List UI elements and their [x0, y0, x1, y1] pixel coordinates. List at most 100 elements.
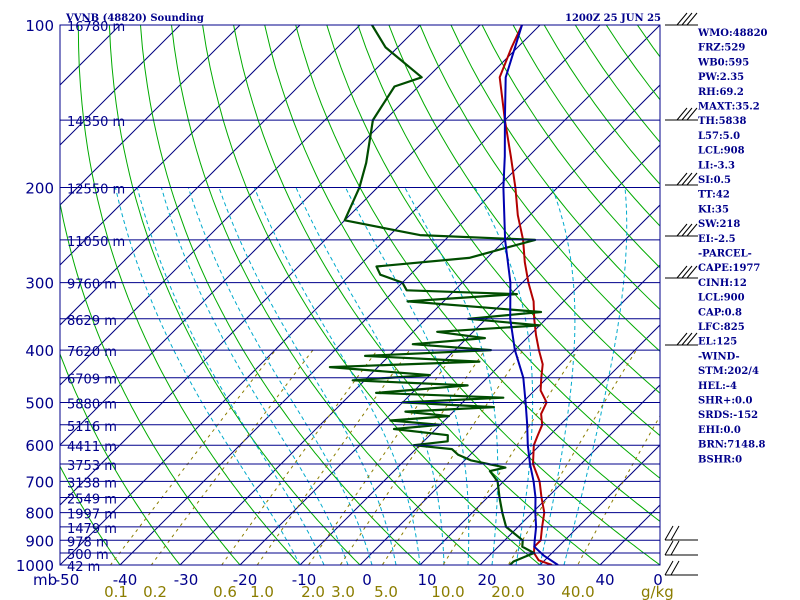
moist-adiabat-line — [253, 187, 421, 565]
index-value: LI:-3.3 — [698, 160, 735, 171]
mixing-ratio-tick-label: 10.0 — [431, 583, 464, 600]
wind-barb — [665, 107, 698, 121]
index-value: EL:125 — [698, 337, 737, 348]
isotherm-line — [60, 25, 361, 326]
index-value: BSHR:0 — [698, 454, 742, 465]
dry-adiabat-line — [419, 25, 660, 352]
height-label: 7620 m — [67, 345, 117, 360]
height-label: 5116 m — [67, 420, 117, 435]
wind-barbs — [664, 12, 698, 576]
isotherm-line — [60, 25, 421, 386]
height-label: 3753 m — [67, 459, 117, 474]
mixing-ratio-line — [442, 349, 579, 565]
temperature-tick-label: -40 — [113, 571, 138, 589]
dry-adiabat-line — [60, 352, 181, 565]
index-value: CINH:12 — [698, 278, 747, 289]
index-value: -WIND- — [698, 351, 740, 362]
index-value: SRDS:-152 — [698, 410, 758, 421]
mixing-ratio-tick-label: 5.0 — [374, 583, 398, 600]
index-value: WMO:48820 — [697, 28, 768, 39]
temperature-profile-line — [498, 25, 553, 565]
pressure-tick-label: 800 — [25, 505, 54, 523]
temperature-tick-label: 30 — [536, 571, 555, 589]
mixing-ratio-tick-label: 2.0 — [301, 583, 325, 600]
isotherm-line — [419, 324, 660, 565]
pressure-tick-label: 500 — [25, 394, 54, 412]
chart-time: 1200Z 25 JUN 25 — [565, 13, 661, 24]
height-label: 8629 m — [67, 314, 117, 329]
chart-frame — [59, 24, 661, 566]
height-label: 978 m — [67, 535, 109, 550]
dry-adiabat-line — [60, 200, 241, 565]
temperature-tick-label: -50 — [55, 571, 80, 589]
moist-adiabat-line — [115, 187, 301, 565]
index-value: FRZ:529 — [698, 43, 745, 54]
index-value: HEL:-4 — [698, 381, 737, 392]
mixing-ratio-line — [307, 349, 457, 565]
mixing-ratio-line — [339, 349, 486, 565]
index-value: SI:0.5 — [698, 175, 731, 186]
index-value: LFC:825 — [698, 322, 745, 333]
dry-adiabat-line — [233, 25, 601, 565]
isotherm-line — [60, 25, 601, 565]
dry-adiabat-line — [326, 25, 660, 479]
wind-barb — [664, 525, 698, 541]
wind-barb — [665, 223, 698, 237]
dry-adiabat-line — [762, 25, 800, 576]
index-value: WB0:595 — [697, 57, 749, 68]
mixing-ratio-tick-label: 20.0 — [491, 583, 524, 600]
isotherm-line — [60, 25, 181, 146]
mixing-ratio-line — [256, 349, 411, 565]
index-value: BRN:7148.8 — [698, 440, 766, 451]
dry-adiabat-line — [295, 25, 660, 522]
dry-adiabat-line — [77, 25, 301, 565]
index-value: SHR+:0.0 — [698, 396, 752, 407]
index-value: LCL:900 — [698, 293, 745, 304]
wind-barb — [665, 332, 698, 346]
dry-adiabat-line — [60, 465, 121, 565]
temperature-tick-label: 40 — [595, 571, 614, 589]
pressure-tick-label: 400 — [25, 342, 54, 360]
pressure-tick-label: 100 — [25, 17, 54, 35]
mixing-ratio-tick-label: 3.0 — [331, 583, 355, 600]
index-value: CAP:0.8 — [698, 307, 742, 318]
height-label: 42 m — [67, 560, 100, 575]
height-label: 4411 m — [67, 440, 117, 455]
isotherm-line — [119, 25, 660, 565]
wind-barb — [665, 265, 698, 279]
height-label: 6709 m — [67, 373, 117, 388]
moist-adiabat-line — [187, 187, 373, 565]
index-value: KI:35 — [698, 204, 729, 215]
isotherm-line — [479, 384, 660, 565]
wind-barb — [665, 172, 698, 186]
height-label: 3138 m — [67, 476, 117, 491]
isotherm-line — [60, 25, 541, 506]
height-label: 1479 m — [67, 522, 117, 537]
dry-adiabat-line — [450, 25, 660, 311]
mixing-ratio-line — [221, 349, 378, 565]
mixing-ratio-tick-label: 1.0 — [250, 583, 274, 600]
index-value: PW:2.35 — [698, 72, 744, 83]
dry-adiabat-line — [140, 25, 421, 565]
dry-adiabat-line — [108, 25, 361, 565]
mixing-ratio-line — [577, 415, 660, 565]
index-value: TT:42 — [698, 190, 730, 201]
parcel-profile-line — [502, 25, 559, 565]
height-label: 16780 m — [67, 20, 125, 35]
isotherm-line — [359, 264, 660, 565]
chart-title: VVNB (48820) Sounding — [65, 13, 204, 24]
height-label: 1997 m — [67, 508, 117, 523]
dry-adiabat-line — [793, 25, 800, 576]
wind-barb — [664, 540, 698, 556]
index-value: EHI:0.0 — [698, 425, 741, 436]
height-label: 2549 m — [67, 493, 117, 508]
isotherm-line — [299, 204, 660, 565]
dry-adiabat-line — [574, 25, 660, 143]
height-label: 12550 m — [67, 183, 125, 198]
isotherm-line — [539, 444, 660, 565]
wind-barb — [664, 560, 698, 576]
index-value: TH:5838 — [698, 116, 746, 127]
isotherm-line — [179, 84, 660, 565]
